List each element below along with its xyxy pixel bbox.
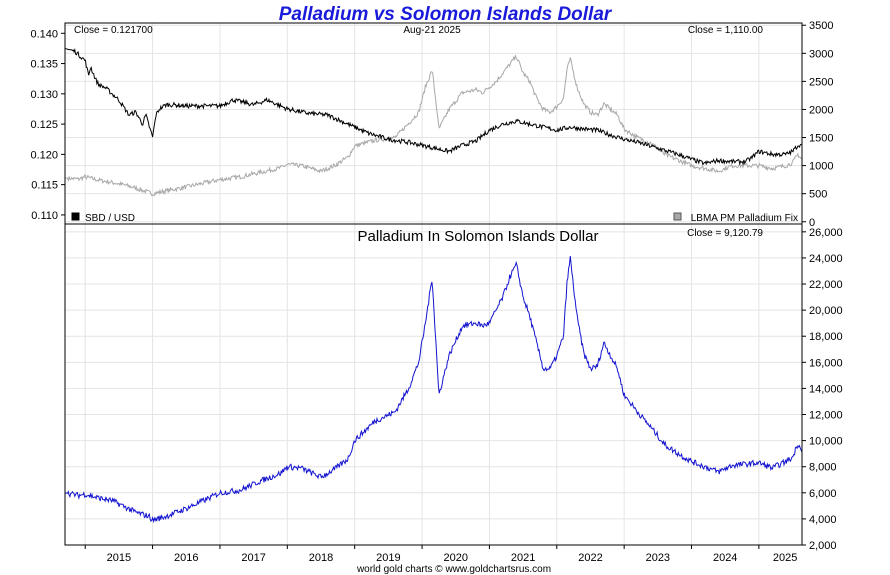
bottom-panel-grid xyxy=(65,224,802,546)
footer-credit: world gold charts © www.goldchartsrus.co… xyxy=(356,564,551,575)
top-left-tick-label-0.125: 0.125 xyxy=(30,119,58,131)
top-panel: 0.110 0.115 0.120 0.125 0.130 0.135 0.140 0 500… xyxy=(30,20,833,229)
bottom-right-tick-label-22,000: 22,000 xyxy=(809,279,843,291)
bottom-panel-frame xyxy=(64,223,803,546)
top-left-tick-label-0.110: 0.110 xyxy=(31,210,58,222)
sbd-usd-line xyxy=(64,47,803,166)
top-left-tick-label-0.115: 0.115 xyxy=(31,180,58,192)
top-right-tick-label-1000: 1000 xyxy=(809,161,833,173)
bottom-header-right: Close = 9,120.79 xyxy=(687,228,763,239)
top-left-tick-label-0.140: 0.140 xyxy=(30,28,58,40)
top-left-tick-label-0.130: 0.130 xyxy=(30,89,58,101)
legend-swatch-palladium xyxy=(673,212,682,221)
bottom-right-tick-label-16,000: 16,000 xyxy=(809,357,843,369)
bottom-right-tick-label-24,000: 24,000 xyxy=(809,253,843,265)
bottom-right-tick-label-12,000: 12,000 xyxy=(809,410,843,422)
chart-title: Palladium vs Solomon Islands Dollar xyxy=(279,4,613,25)
x-tick-label-2023: 2023 xyxy=(646,552,670,564)
top-right-tick-label-2500: 2500 xyxy=(809,76,833,88)
bottom-right-tick-label-2,000: 2,000 xyxy=(809,540,837,552)
bottom-right-tick-label-4,000: 4,000 xyxy=(809,514,837,526)
bottom-panel: 2,000 4,000 6,000 8,000 10,000 12,000 14,000 16… xyxy=(64,223,843,552)
legend-label-sbd: SBD / USD xyxy=(85,213,135,224)
top-right-tick-label-3000: 3000 xyxy=(809,48,833,60)
palladium-usd-series xyxy=(65,55,803,197)
top-right-tick-label-0: 0 xyxy=(809,217,815,229)
bottom-right-axis: 2,000 4,000 6,000 8,000 10,000 12,000 14,000 16… xyxy=(802,227,843,552)
bottom-right-tick-label-20,000: 20,000 xyxy=(809,305,843,317)
bottom-panel-title: Palladium In Solomon Islands Dollar xyxy=(358,228,599,245)
x-tick-label-2021: 2021 xyxy=(511,552,535,564)
x-tick-label-2025: 2025 xyxy=(773,552,797,564)
x-tick-label-2019: 2019 xyxy=(376,552,400,564)
x-tick-label-2020: 2020 xyxy=(443,552,467,564)
bottom-right-tick-label-8,000: 8,000 xyxy=(809,462,837,474)
top-header-right: Close = 1,110.00 xyxy=(688,25,764,36)
top-left-tick-label-0.135: 0.135 xyxy=(30,59,58,71)
top-left-axis: 0.110 0.115 0.120 0.125 0.130 0.135 0.140 xyxy=(30,28,65,222)
bottom-right-tick-label-10,000: 10,000 xyxy=(809,436,843,448)
top-header-left: Close = 0.121700 xyxy=(74,25,153,36)
top-right-axis: 0 500 1000 1500 2000 2500 3000 3500 xyxy=(802,20,833,229)
top-header-center: Aug-21 2025 xyxy=(403,25,461,36)
top-right-tick-label-3500: 3500 xyxy=(809,20,833,32)
bottom-right-tick-label-26,000: 26,000 xyxy=(809,227,843,239)
palladium-usd-line xyxy=(65,55,803,197)
top-right-tick-label-1500: 1500 xyxy=(809,133,833,145)
bottom-right-tick-label-18,000: 18,000 xyxy=(809,331,843,343)
bottom-right-tick-label-14,000: 14,000 xyxy=(809,383,843,395)
legend-label-palladium: LBMA PM Palladium Fix xyxy=(691,213,798,224)
x-axis: 2015 2016 2017 2018 2019 2020 2021 2022 2023 2024… xyxy=(84,545,797,564)
x-tick-label-2018: 2018 xyxy=(309,552,333,564)
top-right-tick-label-2000: 2000 xyxy=(809,104,833,116)
bottom-right-tick-label-6,000: 6,000 xyxy=(809,488,837,500)
x-tick-label-2024: 2024 xyxy=(713,552,737,564)
top-right-tick-label-500: 500 xyxy=(809,189,827,201)
x-tick-label-2022: 2022 xyxy=(578,552,602,564)
x-tick-label-2017: 2017 xyxy=(241,552,265,564)
palladium-sbd-line xyxy=(64,256,803,524)
palladium-sbd-series xyxy=(64,256,803,524)
sbd-usd-series xyxy=(64,47,803,166)
legend-swatch-sbd xyxy=(71,212,80,221)
top-left-tick-label-0.120: 0.120 xyxy=(30,149,58,161)
x-tick-label-2015: 2015 xyxy=(107,552,131,564)
x-tick-label-2016: 2016 xyxy=(174,552,198,564)
